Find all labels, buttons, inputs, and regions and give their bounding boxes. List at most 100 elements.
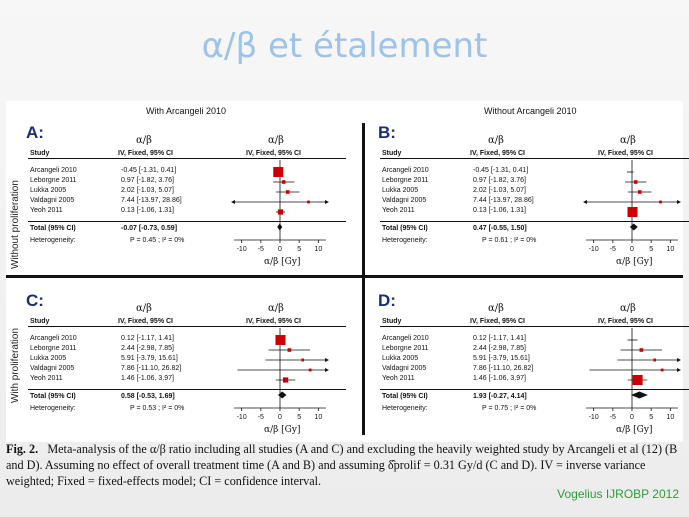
total-rule xyxy=(380,389,689,390)
total-label: Total (95% CI) xyxy=(30,225,76,232)
row-label-with-proliferation: With proliferation xyxy=(10,327,21,403)
header-rule xyxy=(28,158,346,159)
study-ci: 0.13 [-1.06, 1.31] xyxy=(473,207,526,214)
header-rule xyxy=(380,326,689,327)
study-ci: 0.13 [-1.06, 1.31] xyxy=(121,207,174,214)
study-ci: 2.44 [-2.98, 7.85] xyxy=(121,345,174,352)
caption-line-2: and D). Assuming no effect of overall tr… xyxy=(6,458,646,472)
panel-letter: B: xyxy=(378,123,396,142)
alpha-beta-heading: α/β xyxy=(136,303,152,314)
study-name: Valdagni 2005 xyxy=(30,365,75,372)
pooled-diamond xyxy=(277,223,283,231)
heterogeneity-value: P = 0.45 ; I² = 0% xyxy=(130,237,185,244)
row-label-without-proliferation: Without proliferation xyxy=(10,180,21,269)
heterogeneity-label: Heterogeneity: xyxy=(30,405,76,412)
total-ci: 1.93 [-0.27, 4.14] xyxy=(473,393,527,400)
x-tick-label: 10 xyxy=(666,246,674,253)
column-header-ci: IV, Fixed, 95% CI xyxy=(246,150,301,157)
x-tick-label: 0 xyxy=(278,246,282,253)
column-header-ci: IV, Fixed, 95% CI xyxy=(470,150,525,157)
x-axis-label: α/β [Gy] xyxy=(616,257,653,267)
total-ci: 0.47 [-0.55, 1.50] xyxy=(473,225,527,232)
x-tick-label: 0 xyxy=(630,414,634,421)
heterogeneity-label: Heterogeneity: xyxy=(30,237,76,244)
ci-arrow-right xyxy=(677,368,681,372)
citation: Vogelius IJROBP 2012 xyxy=(557,487,679,501)
x-tick-label: -5 xyxy=(610,246,616,253)
caption-line-1: Meta-analysis of the α/β ratio including… xyxy=(47,442,678,456)
study-name: Yeoh 2011 xyxy=(382,375,415,382)
ci-arrow-right xyxy=(677,200,681,204)
study-name: Leborgne 2011 xyxy=(382,177,429,184)
x-tick-label: 5 xyxy=(649,246,653,253)
study-name: Valdagni 2005 xyxy=(382,197,427,204)
study-name: Lukka 2005 xyxy=(30,187,67,194)
weight-marker xyxy=(659,200,662,204)
caption-label: Fig. 2. xyxy=(6,442,39,456)
x-tick-label: -5 xyxy=(258,414,264,421)
heterogeneity-value: P = 0.53 ; I² = 0% xyxy=(130,405,185,412)
column-header-ci: IV, Fixed, 95% CI xyxy=(598,318,653,325)
pooled-diamond xyxy=(277,391,287,399)
x-tick-label: 10 xyxy=(314,414,322,421)
slide-title: α/β et étalement xyxy=(201,26,488,66)
weight-marker xyxy=(277,209,284,215)
heterogeneity-value: P = 0.75 ; I² = 0% xyxy=(482,405,537,412)
weight-marker xyxy=(273,167,284,177)
x-tick-label: 5 xyxy=(297,246,301,253)
heterogeneity-label: Heterogeneity: xyxy=(382,237,428,244)
forest-plot-svg: -10 -5 0 5 10 xyxy=(586,328,681,421)
x-tick-label: 5 xyxy=(649,414,653,421)
weight-marker xyxy=(287,348,292,352)
column-header-without-arcangeli: Without Arcangeli 2010 xyxy=(484,106,577,116)
column-header-ci: IV, Fixed, 95% CI xyxy=(118,150,173,157)
total-ci: 0.58 [-0.53, 1.69] xyxy=(121,393,175,400)
alpha-beta-heading: α/β xyxy=(488,303,504,314)
study-name: Leborgne 2011 xyxy=(30,177,77,184)
forest-plot-svg: -10 -5 0 5 10 xyxy=(234,328,329,421)
study-ci: 7.44 [-13.97, 28.86] xyxy=(121,197,182,204)
total-label: Total (95% CI) xyxy=(382,393,428,400)
study-name: Yeoh 2011 xyxy=(382,207,415,214)
column-header-study: Study xyxy=(30,150,50,157)
pooled-diamond xyxy=(630,391,648,399)
weight-marker xyxy=(301,358,305,362)
ci-arrow-right xyxy=(325,368,329,372)
total-label: Total (95% CI) xyxy=(30,393,76,400)
study-name: Yeoh 2011 xyxy=(30,375,63,382)
ci-arrow-right xyxy=(325,358,329,362)
weight-marker xyxy=(307,200,310,204)
x-tick-label: 10 xyxy=(666,414,674,421)
study-ci: 0.97 [-1.82, 3.76] xyxy=(473,177,526,184)
weight-marker xyxy=(627,207,638,217)
study-name: Arcangeli 2010 xyxy=(382,335,429,342)
heterogeneity-value: P = 0.61 ; I² = 0% xyxy=(482,237,537,244)
ci-arrow-right xyxy=(677,358,681,362)
pooled-diamond xyxy=(629,223,638,231)
study-name: Lukka 2005 xyxy=(382,187,419,194)
study-ci: 5.91 [-3.79, 15.61] xyxy=(473,355,530,362)
weight-marker xyxy=(637,190,642,194)
ci-arrow-left xyxy=(231,200,235,204)
column-header-with-arcangeli: With Arcangeli 2010 xyxy=(146,106,227,116)
forest-panel: B: α/β α/β Study IV, Fixed, 95% CI IV, Fixed,… xyxy=(376,123,689,273)
x-axis-label: α/β [Gy] xyxy=(264,425,301,435)
x-tick-label: 10 xyxy=(314,246,322,253)
study-ci: 1.46 [-1.06, 3.97] xyxy=(121,375,174,382)
heterogeneity-label: Heterogeneity: xyxy=(382,405,428,412)
study-name: Lukka 2005 xyxy=(382,355,419,362)
forest-panel: D: α/β α/β Study IV, Fixed, 95% CI IV, Fixed,… xyxy=(376,291,689,441)
total-rule xyxy=(380,221,689,222)
study-ci: 0.12 [-1.17, 1.41] xyxy=(473,335,526,342)
x-tick-label: -10 xyxy=(237,246,247,253)
study-name: Valdagni 2005 xyxy=(382,365,427,372)
panel-divider-vertical xyxy=(362,123,365,435)
study-ci: 1.46 [-1.06, 3.97] xyxy=(473,375,526,382)
study-name: Leborgne 2011 xyxy=(382,345,429,352)
column-header-study: Study xyxy=(30,318,50,325)
forest-panel: A: α/β α/β Study IV, Fixed, 95% CI IV, Fixed,… xyxy=(24,123,346,273)
panel-divider-horizontal xyxy=(6,275,683,278)
weight-marker xyxy=(653,358,657,362)
weight-marker xyxy=(639,348,644,352)
x-tick-label: -10 xyxy=(237,414,247,421)
